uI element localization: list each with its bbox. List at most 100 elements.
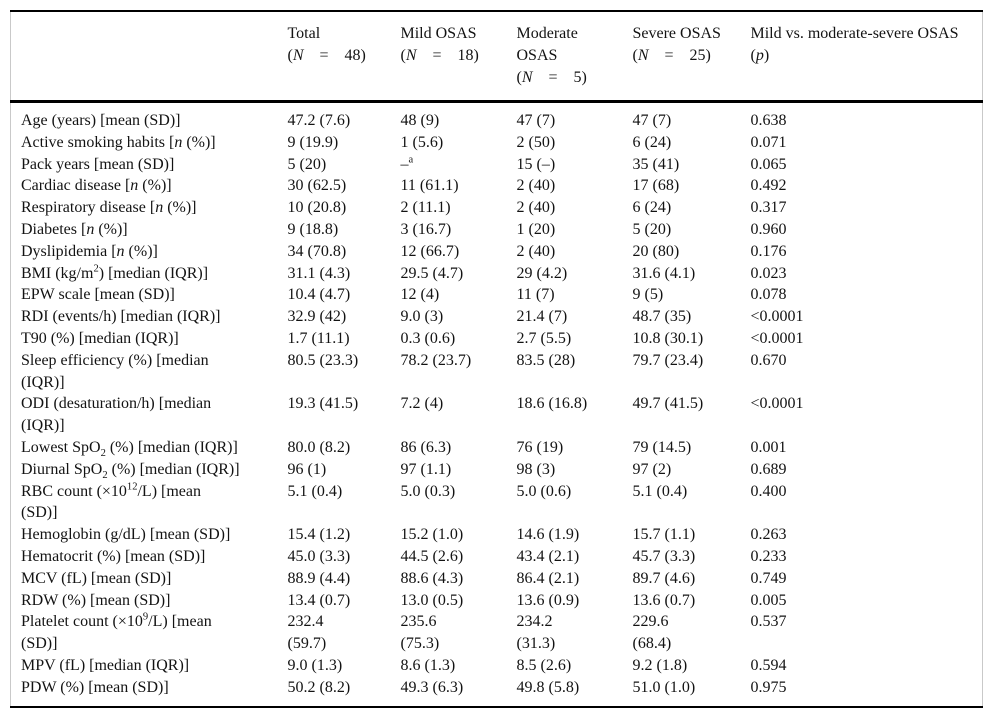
cell-value: 5.0 (0.6) <box>516 482 572 500</box>
cell-value: 44.5 (2.6) <box>400 547 464 565</box>
cell-value: 51.0 (1.0) <box>632 678 696 696</box>
cell-value: 45.7 (3.3) <box>632 547 696 565</box>
cell-value: 6 (24) <box>632 199 672 217</box>
cell-value: 9 (18.8) <box>287 220 339 238</box>
table-row: Diabetes [n (%)] 9 (18.8) 3 (16.7) 1 (20) 5 … <box>11 219 983 241</box>
cell-value: 35 (41) <box>632 155 680 173</box>
cell-value: 0.537 <box>750 613 787 631</box>
cell-value: 1.7 (11.1) <box>287 329 350 347</box>
cell-value: 13.0 (0.5) <box>400 591 464 609</box>
header-group-label: Severe OSAS <box>632 25 721 42</box>
cell-value: 32.9 (42) <box>287 308 347 326</box>
cell-value: 1 (20) <box>516 220 556 238</box>
cell-value: 83.5 (28) <box>516 351 576 369</box>
table-row: EPW scale [mean (SD)] 10.4 (4.7) 12 (4) 11 … <box>11 284 983 306</box>
cell-value: 10.4 (4.7) <box>287 286 351 304</box>
cell-value: 2 (40) <box>516 177 556 195</box>
table-row: Age (years) [mean (SD)] 47.2 (7.6) 48 (9) 4… <box>11 102 983 132</box>
cell-value: 0.492 <box>750 177 787 195</box>
cell-value: 12 (66.7) <box>400 242 460 260</box>
row-label: EPW scale [mean (SD)] <box>21 286 175 304</box>
header-n-label: (N = 25) <box>632 47 711 64</box>
cell-value: <0.0001 <box>750 329 804 347</box>
row-label: Respiratory disease [n (%)] <box>21 199 197 217</box>
row-label: ODI (desaturation/h) [median (IQR)] <box>21 395 212 435</box>
table-row: Hemoglobin (g/dL) [mean (SD)] 15.4 (1.2) 1… <box>11 524 983 546</box>
cell-value: 31.6 (4.1) <box>632 264 696 282</box>
row-label: RDI (events/h) [median (IQR)] <box>21 308 221 326</box>
cell-value: 15 (–) <box>516 155 556 173</box>
cell-value: 79 (14.5) <box>632 438 692 456</box>
cell-value: 21.4 (7) <box>516 308 568 326</box>
row-label: T90 (%) [median (IQR)] <box>21 329 179 347</box>
cell-value: 29.5 (4.7) <box>400 264 464 282</box>
osas-characteristics-table: Total (N = 48) Mild OSAS (N = 18) Moderate O… <box>10 10 983 708</box>
cell-value: 7.2 (4) <box>400 395 444 413</box>
cell-value: 45.0 (3.3) <box>287 547 351 565</box>
table-row: Diurnal SpO2 (%) [median (IQR)] 96 (1) 97 … <box>11 459 983 481</box>
cell-value: 10 (20.8) <box>287 199 347 217</box>
cell-value: 5 (20) <box>632 220 672 238</box>
cell-value: 6 (24) <box>632 133 672 151</box>
cell-value: 9.0 (3) <box>400 308 444 326</box>
table-row: Hematocrit (%) [mean (SD)] 45.0 (3.3) 44.5… <box>11 546 983 568</box>
cell-value: 49.8 (5.8) <box>516 678 580 696</box>
cell-value: 15.2 (1.0) <box>400 526 464 544</box>
cell-value: 11 (61.1) <box>400 177 459 195</box>
row-label: Age (years) [mean (SD)] <box>21 112 181 129</box>
header-group-label: Mild OSAS <box>400 25 477 42</box>
cell-value: 19.3 (41.5) <box>287 395 359 413</box>
cell-value: 235.6 (75.3) <box>400 613 440 653</box>
cell-value: 31.1 (4.3) <box>287 264 351 282</box>
cell-value: 0.005 <box>750 591 787 609</box>
cell-value: 97 (1.1) <box>400 460 452 478</box>
cell-value: 30 (62.5) <box>287 177 347 195</box>
row-label: Diabetes [n (%)] <box>21 220 128 238</box>
row-label: Lowest SpO2 (%) [median (IQR)] <box>21 438 238 460</box>
table-row: Pack years [mean (SD)] 5 (20) –a 15 (–) 35 (… <box>11 154 983 176</box>
cell-value: 0.638 <box>750 112 787 129</box>
cell-value: 20 (80) <box>632 242 680 260</box>
cell-value: 8.5 (2.6) <box>516 656 572 674</box>
header-row: Total (N = 48) Mild OSAS (N = 18) Moderate O… <box>10 11 983 102</box>
cell-value: 2 (40) <box>516 199 556 217</box>
row-label: Diurnal SpO2 (%) [median (IQR)] <box>21 460 240 481</box>
cell-value: 98 (3) <box>516 460 556 478</box>
cell-value: 48 (9) <box>400 112 440 129</box>
cell-value: 0.670 <box>750 351 787 369</box>
cell-value: 5.1 (0.4) <box>632 482 688 500</box>
cell-value: 0.749 <box>750 569 787 587</box>
cell-value: 79.7 (23.4) <box>632 351 704 369</box>
cell-value: 234.2 (31.3) <box>516 613 556 653</box>
cell-value: 50.2 (8.2) <box>287 678 351 696</box>
cell-value: 5 (20) <box>287 155 327 173</box>
table-row: Dyslipidemia [n (%)] 34 (70.8) 12 (66.7) 2 … <box>11 241 983 263</box>
cell-value: 0.233 <box>750 547 787 565</box>
cell-value: 2.7 (5.5) <box>516 329 572 347</box>
table-row: RDI (events/h) [median (IQR)] 32.9 (42) 9.… <box>11 306 983 328</box>
cell-value: 2 (11.1) <box>400 199 451 217</box>
cell-value: 0.078 <box>750 286 787 304</box>
cell-value: 13.6 (0.9) <box>516 591 580 609</box>
cell-value: 34 (70.8) <box>287 242 347 260</box>
table-row: BMI (kg/m2) [median (IQR)] 31.1 (4.3) 29.5… <box>11 263 983 285</box>
table-header: Total (N = 48) Mild OSAS (N = 18) Moderate O… <box>10 11 983 102</box>
row-label: PDW (%) [mean (SD)] <box>21 678 169 696</box>
cell-value: 0.594 <box>750 656 787 674</box>
table-row: Platelet count (×109/L) [mean (SD)] 232.4… <box>11 611 983 655</box>
cell-value: 86.4 (2.1) <box>516 569 580 587</box>
header-cell: Moderate OSAS (N = 5) <box>517 11 633 102</box>
cell-value: 86 (6.3) <box>400 438 452 456</box>
row-label: Hemoglobin (g/dL) [mean (SD)] <box>21 526 231 544</box>
header-cell: Mild OSAS (N = 18) <box>401 11 517 102</box>
cell-value: 11 (7) <box>516 286 555 304</box>
cell-value: 43.4 (2.1) <box>516 547 580 565</box>
table-row: Lowest SpO2 (%) [median (IQR)] 80.0 (8.2)… <box>11 437 983 459</box>
table-row: MCV (fL) [mean (SD)] 88.9 (4.4) 88.6 (4.3)… <box>11 568 983 590</box>
row-label: Active smoking habits [n (%)] <box>21 133 216 151</box>
cell-value: 13.4 (0.7) <box>287 591 351 609</box>
cell-value: <0.0001 <box>750 395 804 413</box>
header-n-label: (p) <box>750 47 770 64</box>
cell-value: 47 (7) <box>632 112 672 129</box>
